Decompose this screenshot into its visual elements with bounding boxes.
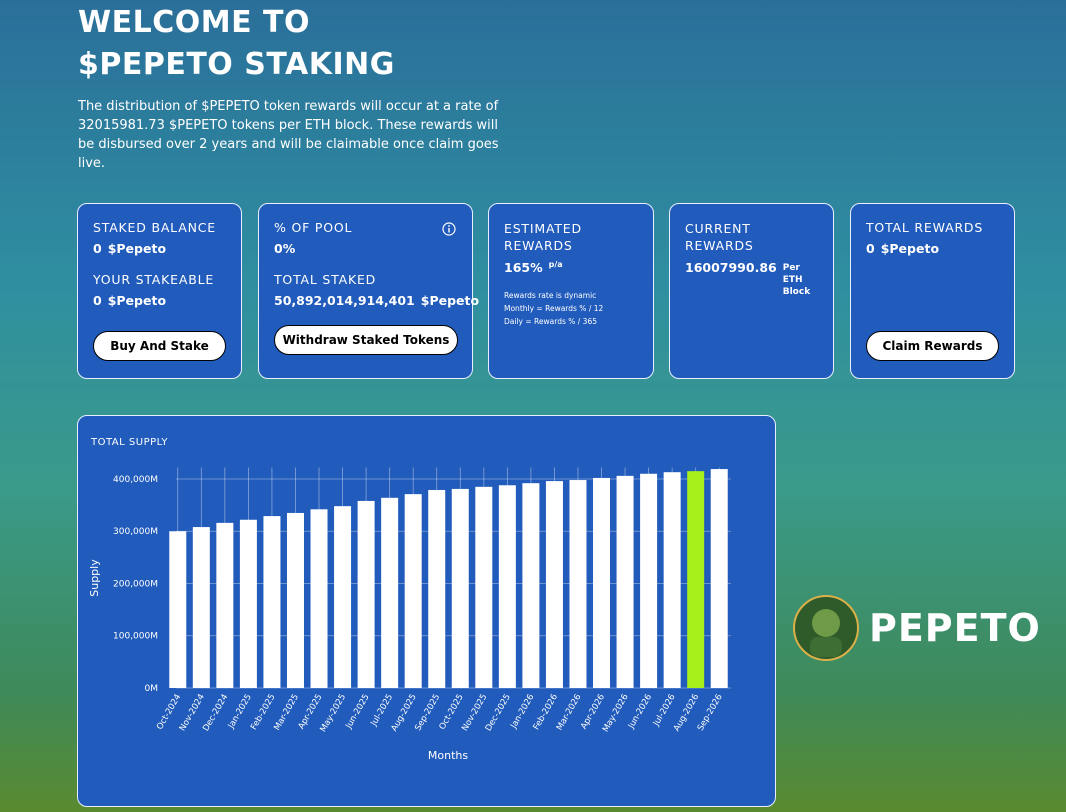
- label: TOTAL REWARDS: [866, 220, 984, 235]
- button[interactable]: Claim Rewards: [866, 331, 999, 361]
- y-tick-label: 200,000M: [113, 579, 158, 589]
- bar: [216, 522, 234, 688]
- bar: [263, 516, 281, 688]
- bar: [334, 506, 352, 688]
- x-axis-label: Months: [428, 749, 468, 762]
- value: 0%: [274, 241, 296, 256]
- chart-title: TOTAL SUPPLY: [90, 437, 168, 448]
- note: Monthly = Rewards % / 12: [504, 304, 604, 314]
- label: STAKED BALANCE: [93, 220, 216, 235]
- label: ESTIMATED REWARDS: [504, 221, 582, 253]
- value: 165% p/a: [504, 260, 638, 275]
- unit: $Pepeto: [880, 241, 940, 256]
- bar: [451, 488, 469, 688]
- bar: [710, 469, 728, 688]
- bar: [357, 500, 375, 688]
- amount: 16007990.86: [685, 260, 777, 275]
- x-tick-label: Jul-2025: [369, 693, 396, 729]
- note: Rewards rate is dynamic: [504, 291, 597, 301]
- bar: [192, 527, 210, 688]
- logo-text: PEPETO: [869, 606, 1041, 650]
- value: 0 $Pepeto: [866, 241, 999, 256]
- info-icon[interactable]: [442, 222, 456, 236]
- bar: [381, 497, 399, 688]
- y-tick-label: 100,000M: [113, 632, 158, 642]
- value: 0 $Pepeto: [93, 241, 226, 256]
- bar: [663, 472, 681, 688]
- label: CURRENT REWARDS: [685, 221, 754, 253]
- card: % OF POOL 0% TOTAL STAKED 50,892,014,914…: [258, 203, 479, 379]
- unit: $Pepeto: [107, 241, 167, 256]
- x-tick-label: Jul-2026: [651, 693, 678, 729]
- description: The distribution of $PEPETO token reward…: [78, 99, 499, 171]
- bar: [522, 483, 540, 688]
- bar: [545, 481, 563, 688]
- card: ESTIMATED REWARDS 165% p/a Rewards rate i…: [488, 203, 654, 379]
- bar: [286, 512, 304, 688]
- amount: 165%: [504, 260, 543, 276]
- unit: p/a: [548, 260, 563, 269]
- amount: 0: [93, 241, 102, 256]
- bar: [640, 473, 658, 688]
- card: TOTAL REWARDS 0 $Pepeto Claim Rewards: [850, 203, 1015, 379]
- button[interactable]: Buy And Stake: [93, 331, 226, 361]
- unit: $Pepeto: [420, 293, 480, 308]
- card: CURRENT REWARDS 16007990.86 Per ETH Block: [669, 203, 834, 379]
- bar: [428, 489, 446, 688]
- button[interactable]: Withdraw Staked Tokens: [274, 325, 458, 355]
- y-tick-label: 0M: [145, 684, 159, 694]
- unit: $Pepeto: [107, 293, 167, 308]
- label: TOTAL STAKED: [274, 272, 377, 287]
- chart-card: TOTAL SUPPLY Supply Months 0M 100,000M 200…: [77, 415, 776, 807]
- logo-icon: [793, 595, 859, 661]
- value: 16007990.86 Per ETH Block: [685, 260, 818, 298]
- bar: [569, 480, 587, 688]
- bar: [310, 509, 328, 688]
- bar: [169, 531, 187, 688]
- value: 50,892,014,914,401 $Pepeto: [274, 293, 479, 308]
- y-tick-label: 400,000M: [113, 475, 158, 485]
- value: 0 $Pepeto: [93, 293, 226, 308]
- card: STAKED BALANCE 0 $Pepeto YOUR STAKEABLE 0…: [77, 203, 242, 379]
- bar: [404, 494, 422, 688]
- y-tick-label: 300,000M: [113, 527, 158, 537]
- page-title: Welcome to $PEPETO Staking: [78, 5, 395, 82]
- unit: Per ETH Block: [782, 263, 811, 297]
- amount: 0: [866, 241, 875, 256]
- label: YOUR STAKEABLE: [93, 272, 215, 287]
- y-axis-label: Supply: [88, 559, 101, 597]
- x-tick-label: Jun-2025: [344, 693, 372, 732]
- bar: [239, 519, 257, 688]
- amount: 0: [93, 293, 102, 308]
- bar: [498, 485, 516, 688]
- chart: TOTAL SUPPLY Supply Months 0M 100,000M 200…: [88, 437, 731, 762]
- bar: [687, 471, 705, 688]
- bar: [616, 475, 634, 688]
- bar: [475, 486, 493, 688]
- bar: [593, 477, 611, 688]
- amount: 50,892,014,914,401: [274, 293, 415, 308]
- note: Daily = Rewards % / 365: [504, 317, 597, 327]
- x-tick-label: Jun-2026: [626, 693, 654, 732]
- label: % OF POOL: [274, 220, 353, 235]
